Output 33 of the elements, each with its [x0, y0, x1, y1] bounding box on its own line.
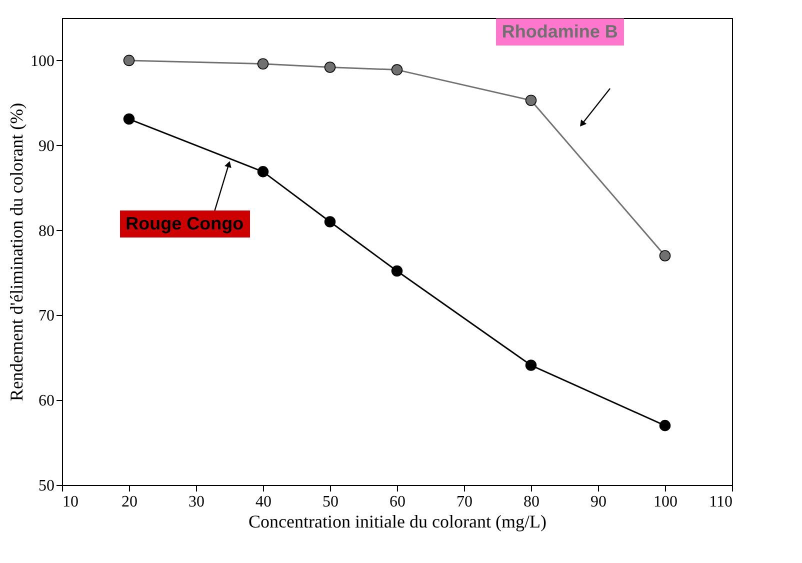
point: [123, 54, 135, 66]
y-tick-label: 80: [38, 222, 54, 240]
x-tick-label: 90: [590, 494, 606, 510]
name-tag: Rouge Congo: [120, 210, 250, 238]
x-axis-title: Concentration initiale du colorant (mg/L): [248, 512, 546, 532]
x-tick-label: 100: [654, 494, 678, 510]
point: [659, 420, 671, 432]
x-tick-label: 40: [256, 494, 272, 510]
point: [525, 360, 537, 371]
point: [391, 64, 403, 76]
point: [525, 94, 537, 106]
x-tick-label: 80: [524, 494, 540, 510]
x-tick-label: 60: [390, 494, 406, 510]
point: [324, 62, 336, 73]
point: [659, 250, 671, 262]
point: [123, 113, 135, 125]
point: [391, 265, 403, 277]
x-tick-label: 20: [122, 494, 138, 510]
point: [257, 166, 269, 178]
point: [324, 216, 336, 228]
x-tick-label: 50: [322, 494, 338, 510]
x-tick-label: 10: [62, 494, 78, 510]
y-tick-label: 100: [30, 52, 54, 70]
y-tick-label: 90: [38, 138, 54, 155]
x-tick-label: 70: [456, 494, 472, 510]
y-tick-label: 60: [38, 392, 54, 410]
y-tick-label: 50: [38, 478, 54, 494]
point: [257, 58, 269, 70]
name-tag: Rhodamine B: [496, 18, 624, 46]
x-tick-label: 30: [188, 494, 204, 510]
y-axis-title: Rendement d'élimination du colorant (%): [6, 102, 26, 402]
x-tick-label: 110: [709, 494, 732, 510]
y-tick-label: 70: [38, 308, 54, 325]
